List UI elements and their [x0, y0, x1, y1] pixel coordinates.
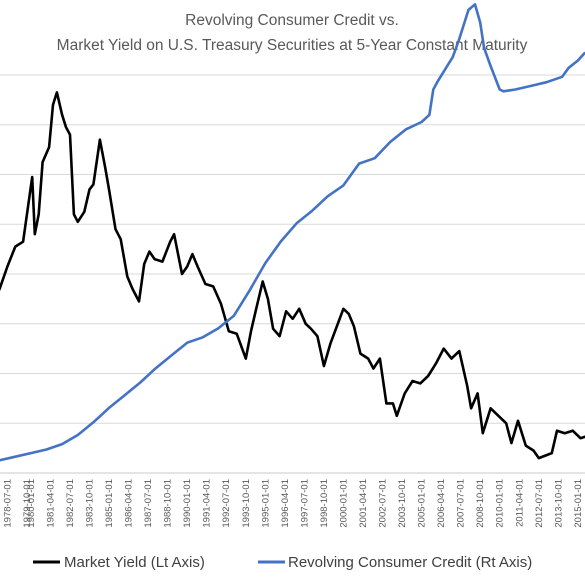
x-tick-label: 2003-10-01 [397, 479, 408, 528]
legend: Market Yield (Lt Axis) Revolving Consume… [33, 554, 532, 571]
series-lines [0, 3, 585, 462]
x-tick-label: 1978-07-01 [2, 479, 13, 528]
x-tick-label: 1980-01-01 [26, 479, 37, 528]
x-tick-labels: 1977-04-011978-07-011979-10-011980-01-01… [2, 479, 584, 528]
x-tick-label: 1992-07-01 [221, 479, 232, 528]
x-tick-label: 2008-10-01 [475, 479, 486, 528]
x-tick-label: 1985-01-01 [104, 479, 115, 528]
x-tick-label: 2010-01-01 [495, 479, 506, 528]
series-line-revolving-credit [0, 3, 585, 462]
x-tick-label: 1988-10-01 [163, 479, 174, 528]
x-tick-label: 1998-10-01 [319, 479, 330, 528]
x-tick-label: 2013-10-01 [553, 479, 564, 528]
x-tick-label: 1983-10-01 [84, 479, 95, 528]
legend-label-market-yield: Market Yield (Lt Axis) [64, 554, 205, 571]
x-tick-label: 2007-07-01 [456, 479, 467, 528]
x-tick-label: 1997-07-01 [299, 479, 310, 528]
x-tick-label: 1993-10-01 [241, 479, 252, 528]
x-tick-label: 1991-04-01 [202, 479, 213, 528]
x-tick-label: 1987-07-01 [143, 479, 154, 528]
legend-label-revolving-credit: Revolving Consumer Credit (Rt Axis) [288, 554, 532, 571]
x-tick-label: 1982-07-01 [65, 479, 76, 528]
x-tick-label: 1981-04-01 [45, 479, 56, 528]
chart-title-line-1: Revolving Consumer Credit vs. [185, 12, 399, 29]
x-tick-label: 2001-04-01 [358, 479, 369, 528]
x-tick-label: 1995-01-01 [260, 479, 271, 528]
x-tick-label: 2011-04-01 [514, 479, 525, 527]
x-tick-label: 1990-01-01 [182, 479, 193, 528]
x-tick-label: 2015-01-01 [573, 479, 584, 528]
x-tick-label: 2005-01-01 [417, 479, 428, 528]
x-tick-label: 2000-01-01 [338, 479, 349, 528]
x-tick-label: 2006-04-01 [436, 479, 447, 528]
x-tick-label: 1986-04-01 [124, 479, 135, 528]
gridlines [0, 74, 585, 424]
x-tick-label: 2002-07-01 [378, 479, 389, 528]
x-tick-label: 1996-04-01 [280, 479, 291, 528]
series-line-market-yield [0, 91, 585, 460]
x-tick-label: 2012-07-01 [534, 479, 545, 528]
chart-title-line-2: Market Yield on U.S. Treasury Securities… [57, 37, 528, 54]
x-tick-label: 1979-10-01 [22, 479, 33, 528]
